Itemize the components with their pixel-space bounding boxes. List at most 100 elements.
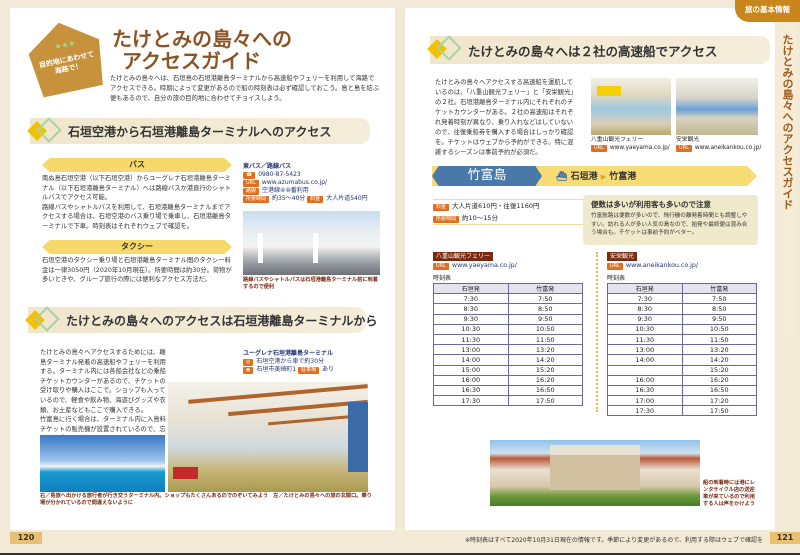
timetable-2-url[interactable]: URL www.aneikankou.co.jp/ <box>607 262 698 270</box>
timetable-1-url[interactable]: URL www.yaeyama.co.jp/ <box>433 262 517 270</box>
section-header-airport: 石垣空港から石垣港離島ターミナルへのアクセス <box>27 117 370 144</box>
timetable-row: 10:30 10:50 <box>607 323 757 335</box>
timetable-divider <box>596 252 598 412</box>
taketomi-departure: 7:50 <box>681 293 757 305</box>
timetable-row: 7:30 7:50 <box>607 293 757 305</box>
bus-text-2: 路線バスやシャトルバスを利用して、石垣港離島ターミナルまでアクセスする場合は、石… <box>42 203 231 230</box>
ishigaki-departure: 10:30 <box>433 323 509 335</box>
ishigaki-departure: 13:00 <box>433 344 509 356</box>
ishigaki-departure: 9:30 <box>433 313 509 325</box>
taketomi-departure: 15:20 <box>507 364 583 376</box>
fare-tag: 料金 <box>307 196 324 203</box>
bus-url[interactable]: www.azumabus.co.jp/ <box>261 179 328 186</box>
taxi-band: タクシー <box>42 240 232 254</box>
corner-tab: 旅の基本情報 <box>735 0 800 22</box>
taketomi-departure: 10:50 <box>507 323 583 335</box>
ishigaki-departure: 10:30 <box>607 323 683 335</box>
bus-fare: 大人片道540円 <box>326 195 368 202</box>
taketomi-departure: 15:20 <box>681 364 757 376</box>
taketomi-departure: 17:50 <box>681 405 757 417</box>
phone-icon: ☎ <box>243 172 256 179</box>
url-tag: URL <box>243 180 259 187</box>
photo2-caption: 安栄観光 URL www.aneikankou.co.jp/ <box>676 137 761 152</box>
taketomi-departure: 14:20 <box>681 354 757 366</box>
diamond-outline-icon <box>36 117 62 143</box>
url-tag: URL <box>591 144 607 152</box>
island-name: 竹富島 <box>432 166 542 186</box>
timetable-row: 17:30 17:50 <box>607 405 757 417</box>
ishigaki-departure: 14:00 <box>433 354 509 366</box>
terminal-parking: あり <box>322 366 335 373</box>
bus-text: 南ぬ島石垣空港（以下石垣空港）からユーグレナ石垣港離島ターミナル（以下石垣港離島… <box>42 174 232 231</box>
page-title: たけとみの島々への アクセスガイド <box>112 28 292 72</box>
terminal-address: 石垣市美崎町1 <box>256 366 297 373</box>
ishigaki-departure: 7:30 <box>607 293 683 305</box>
photo2-url[interactable]: www.aneikankou.co.jp/ <box>694 144 762 151</box>
bus-band: バス <box>42 158 232 172</box>
timetable-2-company: 安栄観光 <box>607 252 638 261</box>
taketomi-departure: 10:50 <box>681 323 757 335</box>
ishigaki-departure: 8:30 <box>433 303 509 315</box>
taketomi-departure: 8:50 <box>681 303 757 315</box>
ishigaki-departure: 14:00 <box>607 354 683 366</box>
bus-photo-caption: 路線バスやシャトルバスは石垣港離島ターミナル前に到着するので便利 <box>243 277 378 290</box>
terminal-photo-caption: 右／島旅へ出かける旅行者が行き交うターミナル内。ショップもたくさんあるのでのぞい… <box>40 493 372 506</box>
timetable-1-url-text[interactable]: www.yaeyama.co.jp/ <box>451 262 517 269</box>
terminal-name: ユーグレナ石垣港離島ターミナル <box>243 350 334 357</box>
ishigaki-departure: 16:30 <box>607 384 683 397</box>
ishigaki-departure: 9:30 <box>607 313 683 325</box>
timetable-row: 13:00 13:20 <box>433 344 583 356</box>
ishigaki-departure: 11:30 <box>433 333 509 346</box>
col-header: 竹富発 <box>681 282 757 295</box>
terminal-access: 石垣空港から車で約30分 <box>256 358 325 365</box>
timetable-1: 石垣発 竹富発 7:30 7:50 8:30 8:50 9:30 9:50 10:30 10:50… <box>433 282 583 407</box>
ship-icon: ⛴ <box>556 172 568 182</box>
timetable-row: 10:30 10:50 <box>433 323 583 335</box>
timetable-2-url-text[interactable]: www.aneikankou.co.jp/ <box>625 262 698 269</box>
terminal-text-1: たけとみの島々へアクセスするためには、離島ターミナル発着の高速船やフェリーを利用… <box>40 349 166 414</box>
yaeyama-counter-photo <box>591 78 671 135</box>
ishigaki-departure: 13:00 <box>607 344 683 356</box>
route-to: 竹富港 <box>609 172 637 182</box>
taketomi-departure: 17:50 <box>507 395 583 407</box>
taketomi-departure: 11:50 <box>681 333 757 346</box>
section-heading: たけとみの島々へは２社の高速船でアクセス <box>468 44 718 59</box>
anei-counter-photo <box>676 78 758 135</box>
fare-info: 料金 大人片道610円・往復1160円 所要時間 約10〜15分 <box>433 199 583 225</box>
diamond-outline-icon <box>34 306 60 332</box>
taketomi-departure: 9:50 <box>507 313 583 325</box>
arrow-icon: ▶ <box>600 173 607 181</box>
ishigaki-departure: 17:00 <box>607 395 683 407</box>
route: ⛴ 石垣港 ▶ 竹富港 <box>556 169 636 182</box>
timetable-row: 13:00 13:20 <box>607 344 757 356</box>
timetable-1-label: 時刻表 <box>433 275 452 282</box>
timetable-row: 16:00 16:20 <box>607 374 757 386</box>
taketomi-departure: 9:50 <box>681 313 757 325</box>
title-line-2: アクセスガイド <box>122 49 261 73</box>
ishigaki-departure: 16:30 <box>433 384 509 397</box>
terminal-text: たけとみの島々へアクセスするためには、離島ターミナル発着の高速船やフェリーを利用… <box>40 348 168 444</box>
col-header: 石垣発 <box>433 282 509 295</box>
ishigaki-departure <box>607 364 683 376</box>
pin-icon: ◉ <box>243 367 254 374</box>
timetable-row: 7:30 7:50 <box>433 293 583 305</box>
bus-phone: 0980-87-5423 <box>258 171 301 178</box>
taketomi-departure: 13:20 <box>681 344 757 356</box>
parking-tag: 駐車場 <box>298 367 320 374</box>
footer-note: ※時刻表はすべて2020年10月31日現在の情報です。季節により変更があるので、… <box>465 537 763 544</box>
terminal-info: ユーグレナ石垣港離島ターミナル ◎ 石垣空港から車で約30分 ◉ 石垣市美崎町1 駐… <box>243 350 373 374</box>
url-tag: URL <box>676 144 692 152</box>
photo1-url[interactable]: www.yaeyama.co.jp/ <box>609 144 670 151</box>
ishigaki-departure: 17:30 <box>433 395 509 407</box>
timetable-row: 16:30 16:50 <box>433 384 583 397</box>
photo2-company: 安栄観光 <box>676 137 700 143</box>
timetable-1-company: 八重山観光フェリー <box>433 252 494 261</box>
time-tag: 所要時間 <box>243 196 270 203</box>
time-tag: 所要時間 <box>433 216 460 223</box>
bus-text-1: 南ぬ島石垣空港（以下石垣空港）からユーグレナ石垣港離島ターミナル（以下石垣港離島… <box>42 175 231 201</box>
timetable-row: 15:20 <box>607 364 757 376</box>
timetable-row: 17:30 17:50 <box>433 395 583 407</box>
photo1-company: 八重山観光フェリー <box>591 137 644 143</box>
side-title-strip: たけとみの島々へのアクセスガイド <box>777 22 797 342</box>
timetable-row: 14:00 14:20 <box>433 354 583 366</box>
